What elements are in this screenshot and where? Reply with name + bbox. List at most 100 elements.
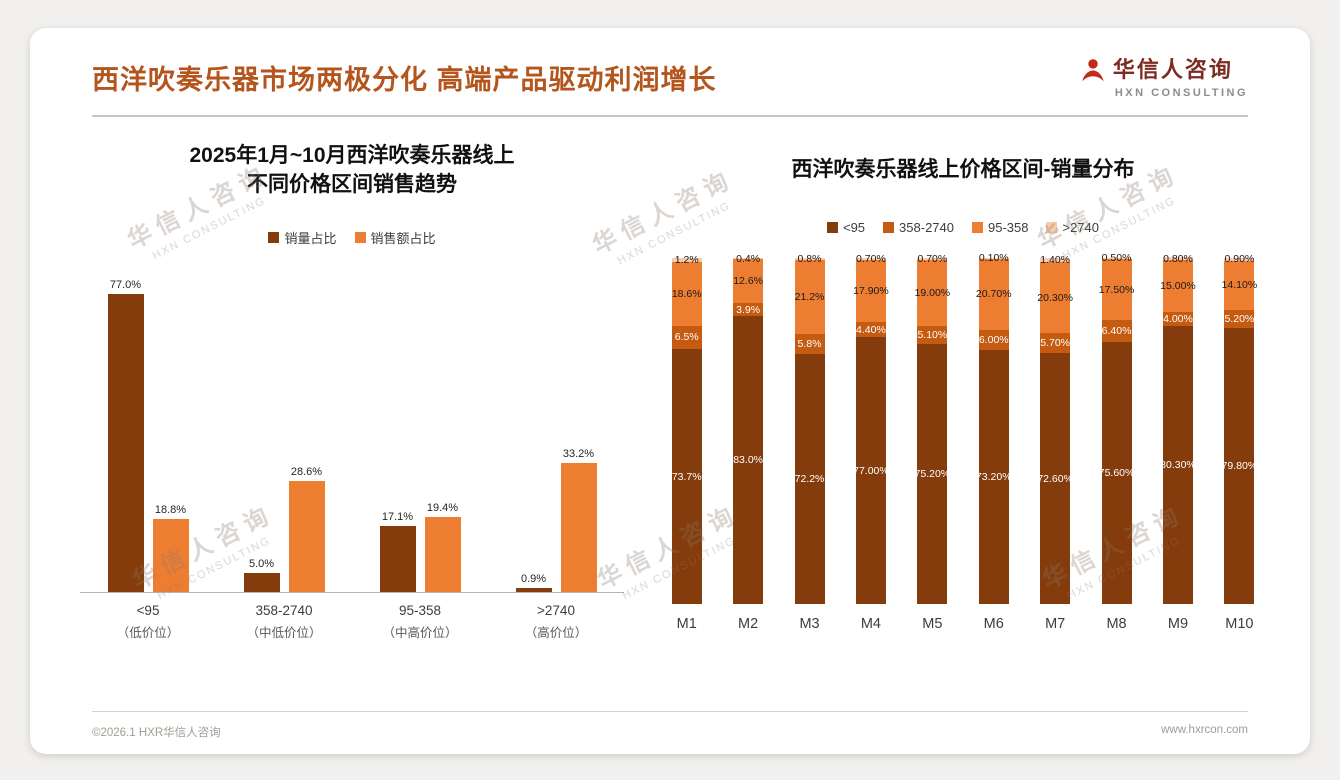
stacked-bar-cell: 73.7% 6.5% 18.6% 1.2% xyxy=(656,254,717,605)
bar-wrap: 19.4% xyxy=(424,263,461,592)
legend-label: <95 xyxy=(842,220,866,236)
segment-label: 72.2% xyxy=(794,473,825,486)
month-label: M4 xyxy=(860,616,881,633)
stacked-bar: 80.30% 4.00% 15.00% 0.80% xyxy=(1160,253,1196,605)
stacked-bar: 75.20% 5.10% 19.00% 0.70% xyxy=(915,253,950,605)
bar-segment: 0.4% xyxy=(733,253,764,265)
segment-label: 0.70% xyxy=(856,252,886,265)
bar xyxy=(243,572,280,592)
bar-segment: 0.70% xyxy=(855,253,886,265)
bar xyxy=(288,481,325,592)
bar-value-label: 5.0% xyxy=(248,557,275,570)
legend-swatch xyxy=(354,231,366,243)
bar-segment: 5.10% xyxy=(917,325,948,344)
stacked-bar-cell: 77.00% 4.40% 17.90% 0.70% xyxy=(840,253,901,605)
segment-label: 6.00% xyxy=(978,334,1009,347)
segment-label: 0.4% xyxy=(736,252,761,265)
legend-item: 销量占比 xyxy=(268,228,337,247)
right-chart-plot: 73.7% 6.5% 18.6% 1.2% 83.0% 3.9% 12.6% 0.4% 72.2… xyxy=(656,252,1270,605)
segment-label: 12.6% xyxy=(733,275,763,288)
segment-label: 0.80% xyxy=(1163,252,1193,265)
bar-segment: 83.0% xyxy=(733,316,764,605)
left-chart: 2025年1月~10月西洋吹奏乐器线上 不同价格区间销售趋势 销量占比 销售额占比… xyxy=(70,141,634,641)
bar-group: 17.1% 19.4% xyxy=(352,263,488,592)
stacked-bar: 73.7% 6.5% 18.6% 1.2% xyxy=(671,254,702,605)
segment-label: 77.00% xyxy=(853,464,889,477)
segment-label: 20.70% xyxy=(975,287,1012,300)
bar-segment: 73.7% xyxy=(671,348,702,605)
bar-wrap: 33.2% xyxy=(560,263,597,592)
category-label: <95 （低价位） xyxy=(80,603,216,641)
logo-icon xyxy=(1079,56,1107,84)
stacked-bar: 75.60% 6.40% 17.50% 0.50% xyxy=(1099,252,1134,605)
right-chart-categories: M1 M2 M3 M4 M5 M6 M7 M8 M9 M10 xyxy=(656,616,1270,632)
bar-segment: 15.00% xyxy=(1160,260,1196,313)
segment-label: 0.8% xyxy=(797,252,822,265)
legend-item: >2740 xyxy=(1046,220,1099,235)
page-title: 西洋吹奏乐器市场两极分化 高端产品驱动利润增长 xyxy=(92,65,717,96)
right-chart-legend: <95 358-2740 95-358 >2740 xyxy=(656,220,1270,235)
category-label: 95-358 （中高价位） xyxy=(352,603,488,641)
legend-swatch xyxy=(972,222,983,234)
legend-swatch xyxy=(1046,222,1058,234)
bar-segment: 17.90% xyxy=(853,259,889,323)
bar-segment: 75.60% xyxy=(1099,342,1134,605)
bar-segment: 20.30% xyxy=(1037,262,1073,333)
segment-label: 73.7% xyxy=(671,470,702,483)
bar-group: 0.9% 33.2% xyxy=(488,263,624,592)
legend-label: 销售额占比 xyxy=(370,230,436,246)
right-chart: 西洋吹奏乐器线上价格区间-销量分布 <95 358-2740 95-358 >2740… xyxy=(634,141,1270,641)
company-logo: 华信人咨询 HXN CONSULTING xyxy=(1079,56,1248,99)
bar-segment: 77.00% xyxy=(853,337,889,605)
month-label: M7 xyxy=(1045,616,1066,633)
stacked-bar-cell: 79.80% 5.20% 14.10% 0.90% xyxy=(1209,253,1270,605)
legend-item: 销售额占比 xyxy=(354,228,436,247)
segment-label: 0.70% xyxy=(917,252,948,265)
category-line2: （低价位） xyxy=(116,625,180,640)
logo-subtitle: HXN CONSULTING xyxy=(1114,87,1248,99)
legend-item: 95-358 xyxy=(972,220,1028,235)
month-label: M3 xyxy=(799,616,820,633)
segment-label: 14.10% xyxy=(1221,279,1258,292)
segment-label: 20.30% xyxy=(1037,291,1073,304)
bar-segment: 5.8% xyxy=(794,333,825,354)
category-line1: <95 xyxy=(136,602,160,618)
bar-segment: 3.9% xyxy=(733,302,764,317)
bar-segment: 0.90% xyxy=(1224,253,1255,265)
stacked-bar-cell: 72.2% 5.8% 21.2% 0.8% xyxy=(779,253,840,605)
legend-label: 95-358 xyxy=(988,220,1029,236)
category-label: >2740 （高价位） xyxy=(488,603,624,641)
month-label: M9 xyxy=(1167,616,1189,633)
category-line1: >2740 xyxy=(537,602,575,618)
segment-label: 6.40% xyxy=(1101,325,1132,338)
segment-label: 3.9% xyxy=(736,303,761,316)
left-chart-title: 2025年1月~10月西洋吹奏乐器线上 不同价格区间销售趋势 xyxy=(189,144,515,197)
segment-label: 4.00% xyxy=(1163,313,1193,326)
bar-segment: 17.50% xyxy=(1099,259,1134,320)
segment-label: 80.30% xyxy=(1160,459,1196,472)
bar-segment: 20.70% xyxy=(975,257,1012,330)
bar-segment: 18.6% xyxy=(671,261,702,327)
category-line1: 95-358 xyxy=(398,602,442,618)
bar-segment: 5.70% xyxy=(1040,332,1071,353)
stacked-bar-cell: 75.60% 6.40% 17.50% 0.50% xyxy=(1086,252,1147,605)
segment-label: 5.20% xyxy=(1224,312,1255,325)
segment-label: 83.0% xyxy=(733,454,763,467)
segment-label: 21.2% xyxy=(794,291,825,304)
bar-value-label: 17.1% xyxy=(381,510,414,523)
stacked-bar: 72.2% 5.8% 21.2% 0.8% xyxy=(794,253,825,605)
segment-label: 79.80% xyxy=(1221,460,1258,473)
segment-label: 73.20% xyxy=(975,471,1012,484)
stacked-bar-cell: 83.0% 3.9% 12.6% 0.4% xyxy=(717,253,778,605)
bar xyxy=(424,516,461,592)
month-label: M10 xyxy=(1225,616,1254,633)
segment-label: 5.70% xyxy=(1040,336,1071,349)
slide-card: 华信人咨询 HXN CONSULTING 华信人咨询 HXN CONSULTIN… xyxy=(30,28,1310,754)
bar-segment: 0.80% xyxy=(1162,253,1193,265)
bar-segment: 14.10% xyxy=(1222,260,1257,310)
copyright-text: ©2026.1 HXR华信人咨询 xyxy=(92,727,221,739)
segment-label: 0.50% xyxy=(1101,252,1132,265)
bar-wrap: 5.0% xyxy=(243,263,280,592)
category-line2: （中高价位） xyxy=(382,625,458,640)
segment-label: 15.00% xyxy=(1160,280,1196,293)
